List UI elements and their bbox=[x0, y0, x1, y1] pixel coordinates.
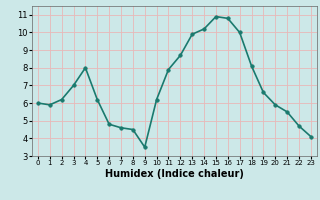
X-axis label: Humidex (Indice chaleur): Humidex (Indice chaleur) bbox=[105, 169, 244, 179]
